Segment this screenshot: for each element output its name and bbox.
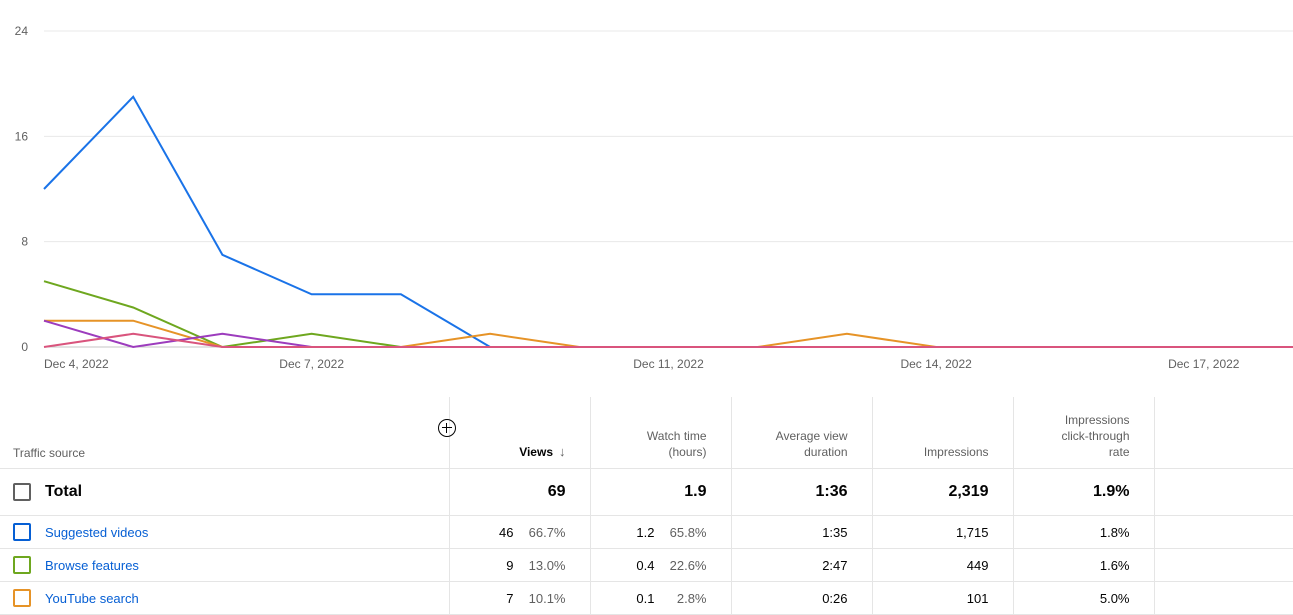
y-tick-label: 0 (21, 340, 28, 354)
row-source-cell: YouTube search (0, 581, 449, 615)
row-watch-pct: 2.8% (676, 590, 707, 606)
row-avg-duration: 0:26 (730, 581, 872, 615)
header-ctr[interactable]: Impressions click-through rate (1012, 397, 1154, 469)
table-row-youtube-search: YouTube search 7 10.1% 0.1 2.8% 0:26 101 5… (0, 581, 1293, 615)
x-tick-label: Dec 4, 2022 (44, 357, 109, 371)
x-tick-label: Dec 17, 2022 (1168, 357, 1240, 371)
row-watch-time: 0.4 22.6% (589, 548, 731, 582)
total-avg-duration: 1:36 (730, 468, 872, 516)
total-source-cell: Total (0, 468, 449, 516)
series-line-4 (43, 332, 1293, 348)
traffic-line-chart: 0 8 16 24 Dec 4, 2022 Dec 7, 2022 Dec 11, 2022… (15, 24, 1293, 371)
header-avg-duration[interactable]: Average view duration (730, 397, 872, 469)
arrow-down-icon: ↓ (559, 444, 566, 459)
header-spacer (1153, 397, 1293, 469)
row-views-pct: 13.0% (528, 557, 566, 573)
row-views-pct: 10.1% (528, 590, 566, 606)
total-spacer (1153, 468, 1293, 516)
header-watch-time[interactable]: Watch time (hours) (589, 397, 731, 469)
chart-svg: 0 8 16 24 Dec 4, 2022 Dec 7, 2022 Dec 11, 2022… (15, 24, 1293, 371)
total-watch-time: 1.9 (589, 468, 731, 516)
row-checkbox[interactable] (13, 556, 31, 574)
header-avg-duration-line1: Average view (775, 429, 848, 443)
row-views-pct: 66.7% (528, 524, 566, 540)
row-watch-pct: 22.6% (669, 557, 707, 573)
header-ctr-line1: Impressions (1064, 413, 1130, 427)
header-impressions-label: Impressions (923, 445, 989, 459)
header-ctr-line2: click-through (1061, 429, 1130, 443)
row-avg-duration: 1:35 (730, 515, 872, 549)
row-checkbox[interactable] (13, 589, 31, 607)
row-views: 7 10.1% (448, 581, 590, 615)
row-views: 9 13.0% (448, 548, 590, 582)
y-tick-label: 8 (21, 235, 28, 249)
row-impressions: 449 (871, 548, 1013, 582)
series-line-1 (43, 280, 1293, 349)
table-header-row: Traffic source Views ↓ Watch time (hours)… (0, 397, 1293, 469)
row-watch-value: 1.2 (636, 524, 655, 540)
total-checkbox[interactable] (13, 483, 31, 501)
header-watch-time-line2: (hours) (668, 445, 707, 459)
total-impressions: 2,319 (871, 468, 1013, 516)
row-ctr: 1.8% (1012, 515, 1154, 549)
x-tick-label: Dec 14, 2022 (900, 357, 972, 371)
header-impressions[interactable]: Impressions (871, 397, 1013, 469)
row-watch-value: 0.4 (636, 557, 655, 573)
row-ctr: 5.0% (1012, 581, 1154, 615)
row-impressions: 1,715 (871, 515, 1013, 549)
total-views: 69 (448, 468, 590, 516)
table-row-browse-features: Browse features 9 13.0% 0.4 22.6% 2:47 449… (0, 548, 1293, 582)
header-views[interactable]: Views ↓ (448, 397, 590, 469)
x-tick-label: Dec 11, 2022 (633, 357, 704, 371)
row-watch-value: 0.1 (636, 590, 655, 606)
total-label: Total (45, 483, 83, 500)
row-spacer (1153, 581, 1293, 615)
header-avg-duration-line2: duration (804, 445, 848, 459)
series-line-3 (43, 319, 1293, 349)
row-ctr: 1.6% (1012, 548, 1154, 582)
total-row: Total 69 1.9 1:36 2,319 1.9% (0, 468, 1293, 516)
add-circle-icon[interactable] (438, 419, 456, 437)
row-source-link[interactable]: Browse features (45, 557, 139, 573)
total-ctr: 1.9% (1012, 468, 1154, 516)
row-avg-duration: 2:47 (730, 548, 872, 582)
row-watch-time: 0.1 2.8% (589, 581, 731, 615)
row-spacer (1153, 548, 1293, 582)
row-impressions: 101 (871, 581, 1013, 615)
header-traffic-source: Traffic source (0, 397, 456, 469)
y-tick-label: 24 (15, 24, 29, 38)
series-line-0 (43, 95, 1293, 348)
row-source-cell: Suggested videos (0, 515, 449, 549)
header-traffic-source-label: Traffic source (13, 446, 86, 460)
x-tick-label: Dec 7, 2022 (279, 357, 344, 371)
row-source-link[interactable]: YouTube search (45, 590, 139, 606)
row-source-cell: Browse features (0, 548, 449, 582)
table-row-suggested-videos: Suggested videos 46 66.7% 1.2 65.8% 1:35 1… (0, 515, 1293, 549)
row-checkbox[interactable] (13, 523, 31, 541)
header-ctr-line3: rate (1108, 445, 1130, 459)
row-views-value: 7 (506, 590, 514, 606)
traffic-source-table: Traffic source Views ↓ Watch time (hours)… (0, 397, 1293, 615)
row-watch-pct: 65.8% (669, 524, 707, 540)
row-views-value: 9 (506, 557, 514, 573)
row-views: 46 66.7% (448, 515, 590, 549)
row-source-link[interactable]: Suggested videos (45, 524, 149, 540)
header-watch-time-line1: Watch time (646, 429, 707, 443)
row-spacer (1153, 515, 1293, 549)
row-views-value: 46 (499, 524, 514, 540)
row-watch-time: 1.2 65.8% (589, 515, 731, 549)
y-tick-label: 16 (15, 129, 29, 143)
header-views-label: Views (519, 445, 553, 459)
series-line-2 (44, 319, 1293, 348)
